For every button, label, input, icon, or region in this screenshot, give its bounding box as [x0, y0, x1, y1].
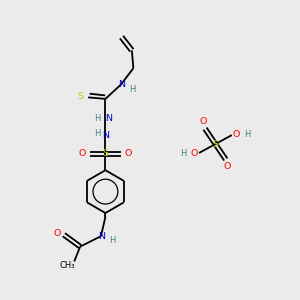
Text: H: H: [94, 129, 101, 138]
Text: H: H: [244, 130, 250, 139]
Text: N: N: [98, 232, 105, 241]
Text: H: H: [109, 236, 116, 245]
Text: H: H: [94, 114, 101, 123]
Text: N: N: [102, 131, 109, 140]
Text: O: O: [54, 229, 61, 238]
Text: N: N: [106, 114, 112, 123]
Text: O: O: [191, 149, 198, 158]
Text: S: S: [212, 140, 218, 148]
Text: H: H: [129, 85, 135, 94]
Text: O: O: [232, 130, 240, 139]
Text: O: O: [200, 117, 207, 126]
Text: N: N: [118, 80, 125, 89]
Text: O: O: [79, 149, 86, 158]
Text: O: O: [124, 149, 132, 158]
Text: H: H: [180, 149, 187, 158]
Text: S: S: [102, 149, 108, 158]
Text: S: S: [78, 92, 84, 101]
Text: O: O: [224, 162, 231, 171]
Text: CH₃: CH₃: [59, 261, 74, 270]
